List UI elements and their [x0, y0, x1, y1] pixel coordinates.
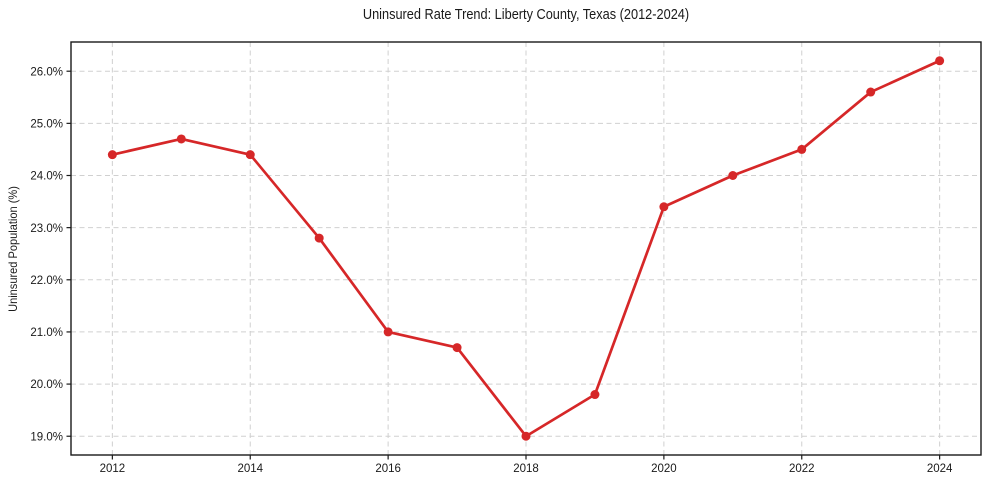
data-point — [452, 343, 462, 353]
x-tick-label: 2022 — [789, 463, 815, 475]
data-point — [590, 390, 600, 400]
y-tick-label: 21.0% — [30, 327, 63, 339]
x-tick-label: 2014 — [237, 463, 263, 475]
data-point — [866, 87, 876, 97]
data-point — [383, 327, 393, 337]
data-point — [314, 233, 324, 243]
x-tick-label: 2016 — [375, 463, 401, 475]
y-tick-label: 22.0% — [30, 275, 63, 287]
data-point — [935, 56, 945, 66]
y-tick-label: 25.0% — [30, 118, 63, 130]
x-tick-label: 2020 — [651, 463, 677, 475]
plot-border — [70, 41, 982, 456]
data-point — [521, 431, 531, 441]
y-tick-label: 26.0% — [30, 66, 63, 78]
y-tick-label: 23.0% — [30, 223, 63, 235]
y-tick-label: 20.0% — [30, 379, 63, 391]
data-point — [659, 202, 669, 212]
y-tick-label: 24.0% — [30, 171, 63, 183]
data-point — [797, 144, 807, 154]
data-point — [245, 150, 255, 160]
x-tick-label: 2012 — [100, 463, 126, 475]
data-point — [176, 134, 186, 144]
x-tick-label: 2018 — [513, 463, 539, 475]
chart-title: Uninsured Rate Trend: Liberty County, Te… — [362, 6, 690, 23]
data-point — [107, 150, 117, 160]
y-tick-label: 19.0% — [30, 431, 63, 443]
data-point — [728, 170, 738, 180]
x-tick-label: 2024 — [927, 463, 953, 475]
